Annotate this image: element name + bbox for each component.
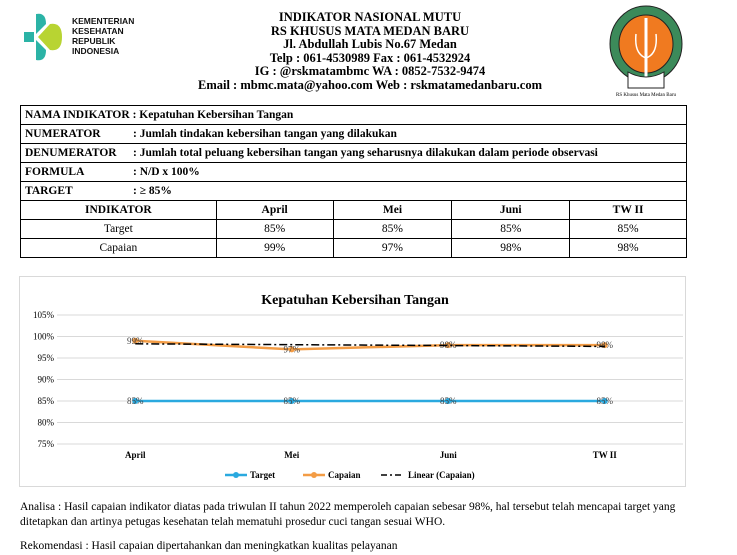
info-value: : Kepatuhan Kebersihan Tangan — [132, 109, 294, 121]
table-header: INDIKATOR April Mei Juni TW II — [20, 200, 687, 220]
x-tick-label: April — [125, 450, 146, 460]
legend-label: Linear (Capaian) — [408, 470, 475, 480]
data-label: 97% — [284, 344, 301, 354]
y-tick-label: 80% — [38, 418, 55, 428]
legend-label: Capaian — [328, 470, 361, 480]
cell: 85% — [332, 219, 453, 239]
y-tick-label: 75% — [38, 439, 55, 449]
info-label: TARGET — [25, 185, 73, 197]
info-value: : ≥ 85% — [133, 185, 172, 197]
info-label: NAMA INDIKATOR — [25, 109, 130, 121]
legend-label: Target — [250, 470, 275, 480]
info-row: NUMERATOR : Jumlah tindakan kebersihan ta… — [20, 124, 687, 144]
address: Jl. Abdullah Lubis No.67 Medan — [283, 37, 457, 52]
data-label: 85% — [127, 396, 144, 406]
series-line-capaian — [135, 339, 605, 351]
kemenkes-logo: KEMENTERIAN KESEHATAN REPUBLIK INDONESIA — [22, 12, 142, 62]
column-header: Mei — [332, 200, 453, 220]
info-row: DENUMERATOR : Jumlah total peluang kebers… — [20, 143, 687, 163]
data-point — [445, 398, 452, 404]
column-header: April — [215, 200, 334, 220]
cell: 98% — [569, 238, 687, 258]
cell: Capaian — [20, 238, 217, 258]
cell: 99% — [215, 238, 334, 258]
line-chart: Kepatuhan Kebersihan Tangan 75% 80% 85% 90%… — [19, 276, 686, 487]
y-tick-label: 85% — [38, 396, 55, 406]
indicator-table: NAMA INDIKATOR : Kepatuhan Kebersihan Ta… — [20, 105, 687, 258]
info-row: NAMA INDIKATOR : Kepatuhan Kebersihan Ta… — [20, 105, 687, 125]
cell: Target — [20, 219, 217, 239]
chart-svg: Kepatuhan Kebersihan Tangan 75% 80% 85% 90%… — [33, 293, 683, 480]
legend-marker — [311, 472, 317, 478]
logo-text: KESEHATAN — [72, 26, 124, 36]
logo-caption: RS Khusus Mata Medan Baru — [616, 93, 676, 98]
logo-text: INDONESIA — [72, 46, 120, 56]
info-row: FORMULA : N/D x 100% — [20, 162, 687, 182]
data-label: 85% — [440, 396, 457, 406]
phone-fax: Telp : 061-4530989 Fax : 061-4532924 — [269, 50, 471, 65]
data-label: 98% — [597, 340, 614, 350]
doc-title: INDIKATOR NASIONAL MUTU — [278, 10, 462, 24]
data-point — [132, 398, 139, 404]
data-point — [288, 398, 295, 404]
table-row: Target 85% 85% 85% 85% — [20, 219, 687, 239]
x-tick-label: Juni — [440, 450, 458, 460]
x-tick-label: TW II — [593, 450, 618, 460]
legend-marker — [233, 472, 239, 478]
chart-title: Kepatuhan Kebersihan Tangan — [261, 293, 449, 308]
logo-text: KEMENTERIAN — [72, 16, 135, 26]
y-tick-label: 100% — [33, 332, 55, 342]
analisa-text: Analisa : Hasil capaian indikator diatas… — [20, 501, 676, 528]
letterhead: INDIKATOR NASIONAL MUTU RS KHUSUS MATA M… — [160, 10, 580, 93]
data-point — [445, 342, 452, 349]
column-header: TW II — [569, 200, 687, 220]
x-tick-label: Mei — [284, 450, 299, 460]
info-label: NUMERATOR — [25, 128, 101, 140]
info-value: : Jumlah tindakan kebersihan tangan yang… — [133, 128, 397, 140]
y-tick-label: 95% — [38, 353, 55, 363]
data-label: 85% — [284, 396, 301, 406]
email-web: Email : mbmc.mata@yahoo.com Web : rskmat… — [197, 77, 542, 92]
social: IG : @rskmatambmc WA : 0852-7532-9474 — [254, 64, 486, 79]
info-value: : Jumlah total peluang kebersihan tangan… — [133, 147, 598, 159]
cell: 97% — [332, 238, 453, 258]
logo-text: REPUBLIK — [72, 36, 116, 46]
y-tick-label: 90% — [38, 375, 55, 385]
rekomendasi-text: Rekomendasi : Hasil capaian dipertahanka… — [20, 540, 398, 552]
hospital-name: RS KHUSUS MATA MEDAN BARU — [270, 23, 470, 38]
data-label: 98% — [440, 340, 457, 350]
column-header: INDIKATOR — [20, 200, 217, 220]
data-label: 85% — [597, 396, 614, 406]
y-tick-label: 105% — [33, 310, 55, 320]
info-label: DENUMERATOR — [25, 147, 117, 159]
table-row: Capaian 99% 97% 98% 98% — [20, 238, 687, 258]
trendline — [135, 343, 605, 348]
cell: 85% — [215, 219, 334, 239]
cell: 85% — [569, 219, 687, 239]
info-value: : N/D x 100% — [133, 166, 200, 178]
info-row: TARGET : ≥ 85% — [20, 181, 687, 201]
data-point — [132, 337, 139, 344]
cell: 98% — [451, 238, 571, 258]
data-point — [288, 346, 295, 353]
column-header: Juni — [451, 200, 571, 220]
cell: 85% — [451, 219, 571, 239]
data-label: 99% — [127, 336, 144, 346]
data-point — [601, 398, 608, 404]
hospital-logo: RS Khusus Mata Medan Baru — [606, 4, 686, 98]
info-label: FORMULA — [25, 166, 85, 178]
